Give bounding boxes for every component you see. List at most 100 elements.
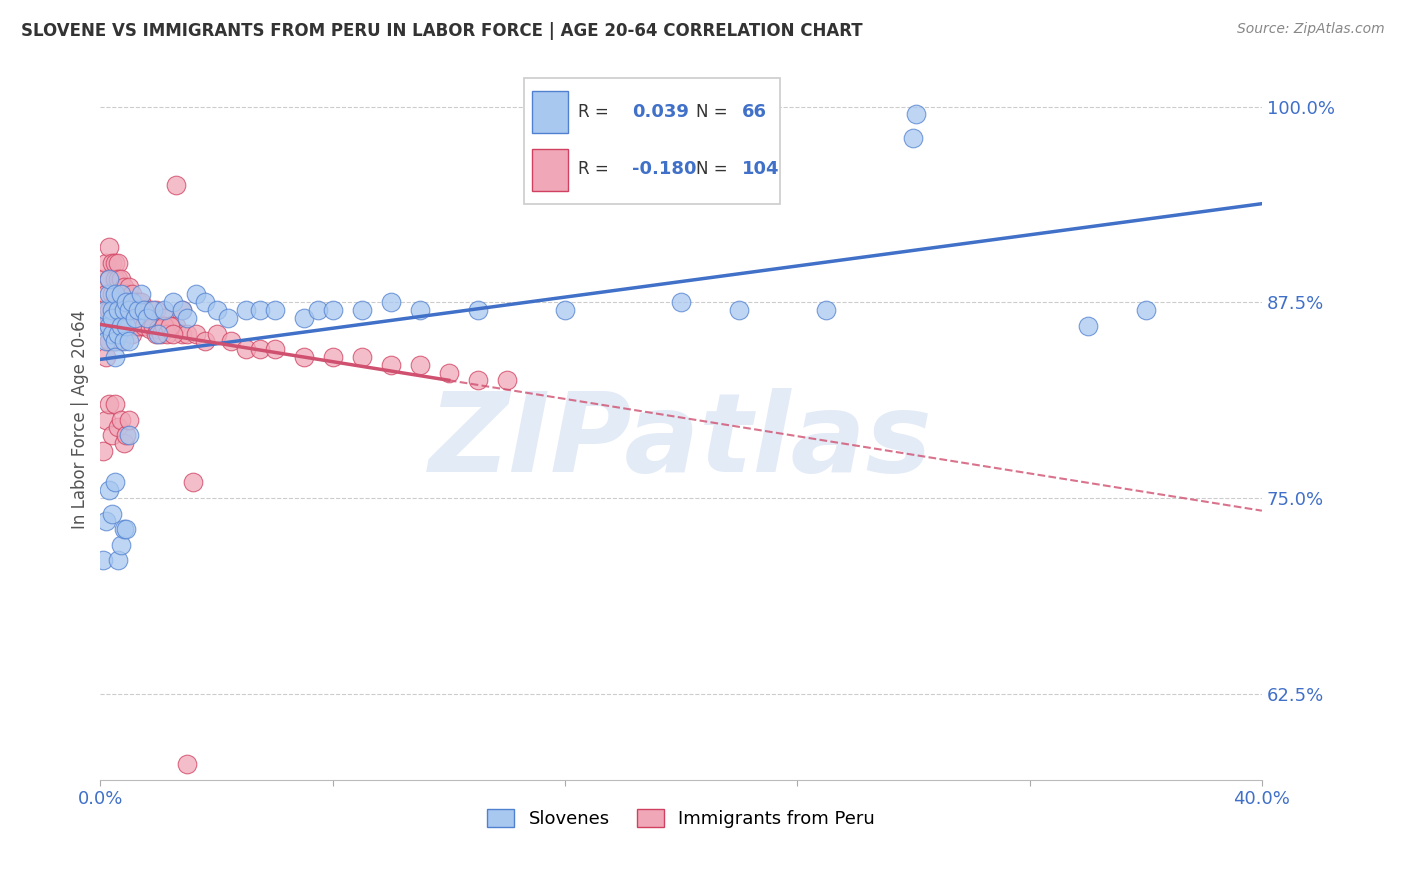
Point [112, 436, 135, 450]
Point [96, 318, 118, 333]
Point [129, 295, 152, 310]
Point [101, 303, 124, 318]
Point [142, 310, 165, 325]
Point [112, 295, 135, 310]
Point [135, 310, 157, 325]
Point [112, 334, 135, 349]
Point [101, 318, 124, 333]
Point [142, 318, 165, 333]
Point [98, 287, 121, 301]
Point [91, 303, 114, 318]
Point [249, 342, 271, 356]
Text: SLOVENE VS IMMIGRANTS FROM PERU IN LABOR FORCE | AGE 20-64 CORRELATION CHART: SLOVENE VS IMMIGRANTS FROM PERU IN LABOR… [21, 22, 863, 40]
Point [91, 444, 114, 458]
Point [235, 303, 257, 318]
Point [148, 322, 170, 336]
Point [205, 303, 228, 318]
Point [118, 318, 141, 333]
Point [91, 553, 114, 567]
Point [150, 326, 173, 341]
Point [104, 303, 127, 318]
Point [121, 326, 143, 341]
Point [104, 295, 127, 310]
Point [127, 318, 149, 333]
Point [235, 342, 257, 356]
Point [176, 756, 198, 771]
Point [98, 334, 121, 349]
Point [219, 334, 242, 349]
Point [162, 326, 184, 341]
Text: Source: ZipAtlas.com: Source: ZipAtlas.com [1237, 22, 1385, 37]
Point [110, 287, 132, 301]
Point [107, 318, 129, 333]
Point [409, 358, 432, 372]
Point [107, 271, 129, 285]
Point [104, 397, 127, 411]
Point [112, 279, 135, 293]
Point [96, 514, 118, 528]
Point [1135, 303, 1157, 318]
Point [98, 334, 121, 349]
Point [322, 303, 344, 318]
Point [129, 303, 152, 318]
Point [181, 475, 204, 490]
Point [118, 303, 141, 318]
Point [107, 256, 129, 270]
Point [104, 334, 127, 349]
Point [104, 287, 127, 301]
Point [292, 350, 315, 364]
Point [905, 107, 928, 121]
Point [124, 310, 146, 325]
Point [153, 303, 176, 318]
Point [165, 178, 187, 192]
Point [112, 522, 135, 536]
Point [115, 522, 138, 536]
Point [110, 538, 132, 552]
Point [132, 303, 155, 318]
Point [135, 310, 157, 325]
Point [153, 310, 176, 325]
Point [129, 318, 152, 333]
Point [115, 295, 138, 310]
Point [124, 318, 146, 333]
Point [165, 318, 187, 333]
Point [110, 303, 132, 318]
Point [194, 334, 217, 349]
Point [101, 507, 124, 521]
Point [205, 326, 228, 341]
Point [249, 303, 271, 318]
Point [135, 310, 157, 325]
Point [96, 334, 118, 349]
Point [153, 318, 176, 333]
Point [903, 131, 925, 145]
Point [110, 318, 132, 333]
Point [98, 271, 121, 285]
Point [127, 318, 149, 333]
Point [115, 287, 138, 301]
Point [115, 318, 138, 333]
Point [162, 295, 184, 310]
Point [170, 326, 193, 341]
Point [292, 310, 315, 325]
Point [148, 326, 170, 341]
Point [107, 295, 129, 310]
Point [554, 303, 576, 318]
Point [124, 310, 146, 325]
Point [101, 256, 124, 270]
Point [728, 303, 751, 318]
Point [112, 303, 135, 318]
Point [118, 428, 141, 442]
Point [186, 326, 208, 341]
Point [138, 303, 160, 318]
Legend: Slovenes, Immigrants from Peru: Slovenes, Immigrants from Peru [479, 802, 883, 836]
Point [132, 318, 155, 333]
Point [98, 483, 121, 497]
Point [115, 428, 138, 442]
Point [118, 295, 141, 310]
Point [110, 310, 132, 325]
Point [107, 420, 129, 434]
Point [107, 303, 129, 318]
Point [91, 271, 114, 285]
Point [112, 310, 135, 325]
Point [121, 287, 143, 301]
